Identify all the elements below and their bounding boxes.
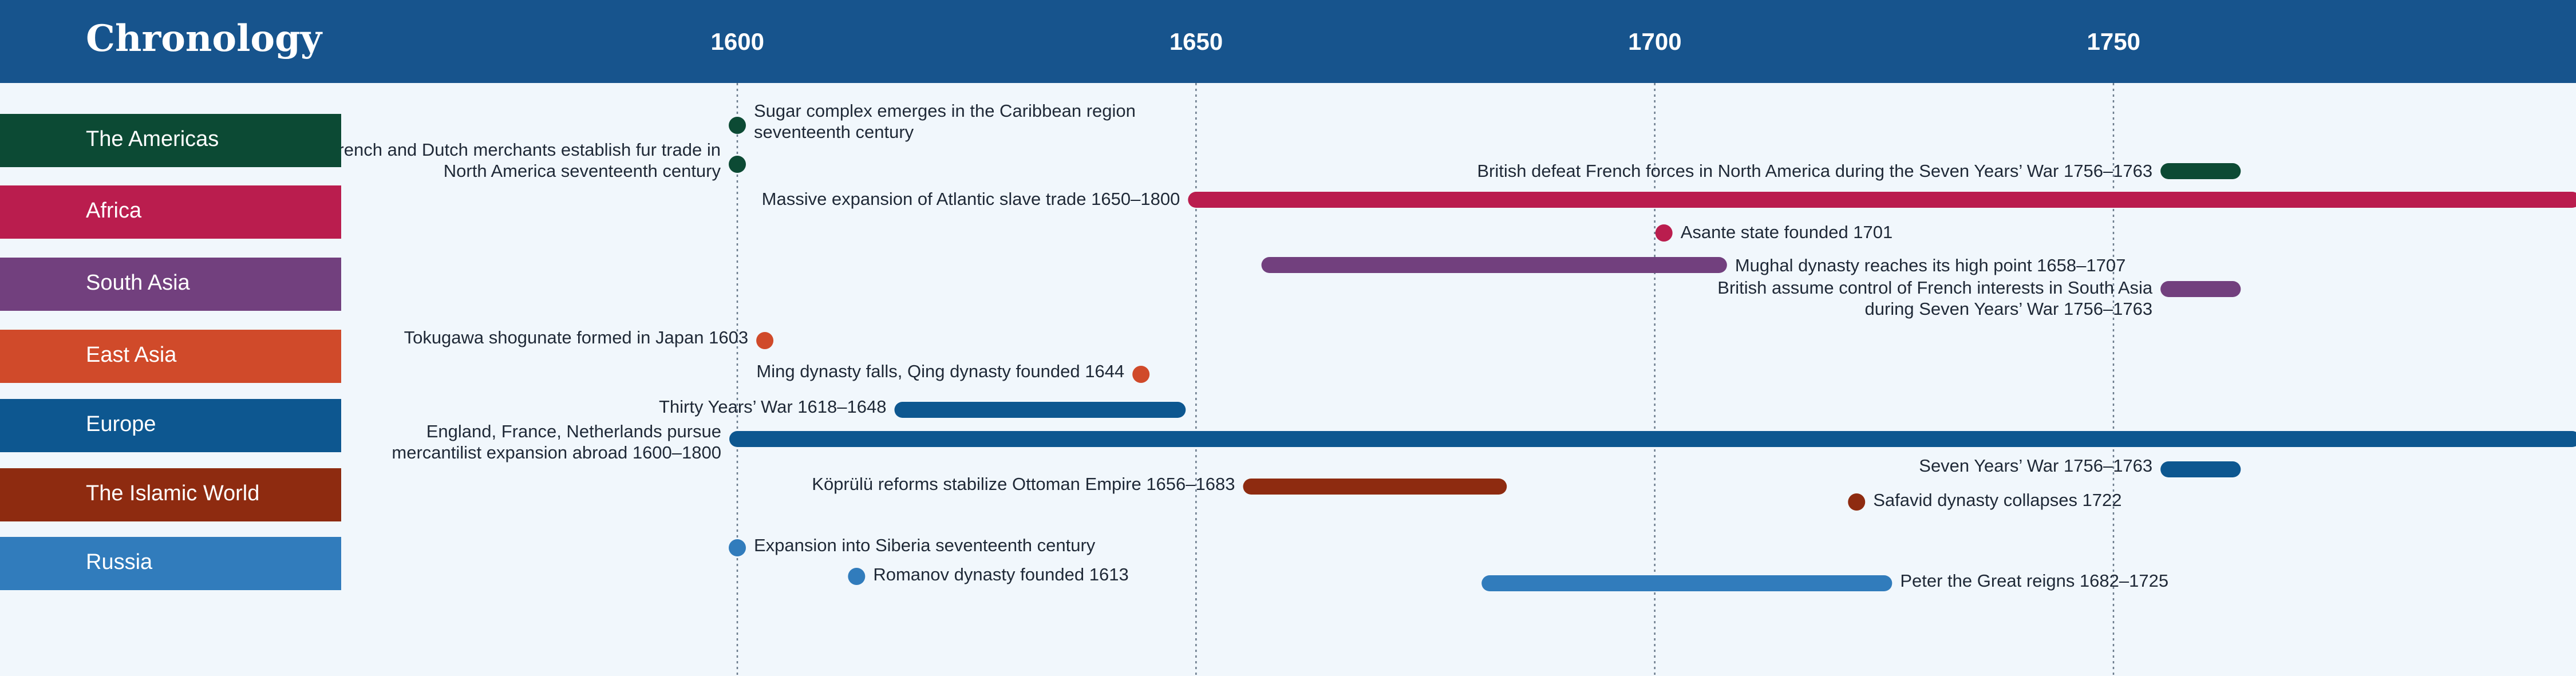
event-dot xyxy=(729,539,746,556)
event-label: Mughal dynasty reaches its high point 16… xyxy=(1735,255,2126,275)
region-row-africa: Africa xyxy=(0,185,341,239)
region-row-the-islamic-world: The Islamic World xyxy=(0,468,341,521)
year-label-1650: 1650 xyxy=(1169,28,1223,55)
event-label: Sugar complex emerges in the Caribbean r… xyxy=(754,101,1136,142)
region-row-europe: Europe xyxy=(0,399,341,452)
event-label: Asante state founded 1701 xyxy=(1680,222,1893,242)
event-label: Tokugawa shogunate formed in Japan 1603 xyxy=(404,327,749,347)
event-label: Thirty Years’ War 1618–1648 xyxy=(658,397,887,417)
region-row-the-americas: The Americas xyxy=(0,114,341,167)
event-label: Ming dynasty falls, Qing dynasty founded… xyxy=(756,361,1125,381)
event-label: French and Dutch merchants establish fur… xyxy=(327,140,721,181)
region-row-south-asia: South Asia xyxy=(0,258,341,311)
year-label-1750: 1750 xyxy=(2087,28,2140,55)
event-label: Peter the Great reigns 1682–1725 xyxy=(1900,571,2169,591)
region-label: Europe xyxy=(86,412,156,436)
event-dot xyxy=(1655,224,1673,242)
region-label: The Islamic World xyxy=(86,481,260,505)
year-label-1700: 1700 xyxy=(1628,28,1682,55)
region-label: The Americas xyxy=(86,127,219,151)
region-label: Russia xyxy=(86,550,153,574)
event-dot xyxy=(756,332,774,349)
event-label: Massive expansion of Atlantic slave trad… xyxy=(761,189,1180,209)
year-label-1600: 1600 xyxy=(710,28,764,55)
region-label: East Asia xyxy=(86,343,177,367)
event-dot xyxy=(729,156,746,173)
event-label: Romanov dynasty founded 1613 xyxy=(873,564,1129,584)
event-dot xyxy=(729,117,746,134)
event-dot xyxy=(1132,366,1150,383)
event-label: Seven Years’ War 1756–1763 xyxy=(1919,456,2153,476)
region-label: South Asia xyxy=(86,271,190,295)
region-label: Africa xyxy=(86,199,142,223)
header-bar: Chronology xyxy=(0,0,2576,83)
event-dot xyxy=(848,568,866,585)
event-label: Expansion into Siberia seventeenth centu… xyxy=(754,535,1096,555)
event-label: England, France, Netherlands pursue merc… xyxy=(392,421,721,462)
region-row-russia: Russia xyxy=(0,537,341,590)
event-label: British defeat French forces in North Am… xyxy=(1477,161,2153,181)
region-row-east-asia: East Asia xyxy=(0,330,341,383)
event-label: Köprülü reforms stabilize Ottoman Empire… xyxy=(812,474,1235,494)
page-title: Chronology xyxy=(86,17,322,60)
event-label: Safavid dynasty collapses 1722 xyxy=(1873,490,2122,510)
event-dot xyxy=(1848,493,1866,511)
event-label: British assume control of French interes… xyxy=(1717,278,2153,319)
